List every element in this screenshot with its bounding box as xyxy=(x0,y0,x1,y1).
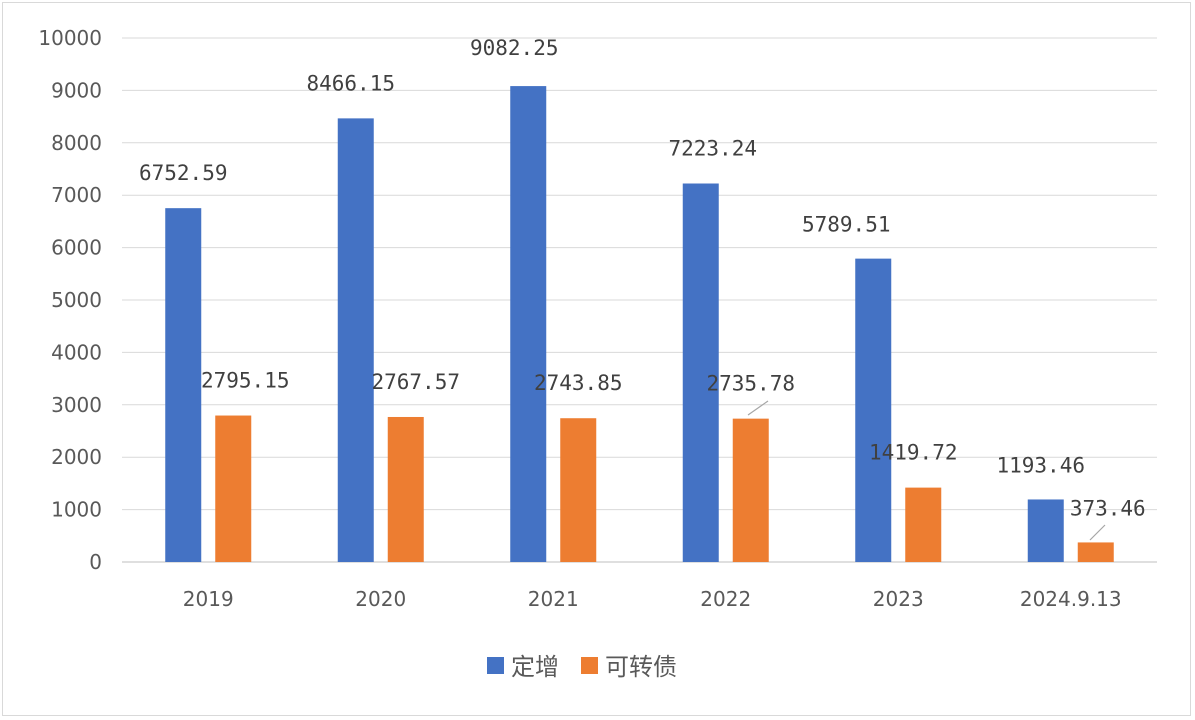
x-tick-label: 2023 xyxy=(873,587,924,611)
y-tick-label: 7000 xyxy=(51,183,102,207)
y-tick-label: 5000 xyxy=(51,288,102,312)
bar-dingzeng xyxy=(1027,499,1064,562)
bar-kezhuanzhai xyxy=(215,415,252,562)
data-label: 2743.85 xyxy=(534,371,623,395)
x-tick-label: 2021 xyxy=(528,587,579,611)
data-label: 1193.46 xyxy=(996,453,1085,477)
bar-dingzeng xyxy=(165,208,202,562)
data-label: 5789.51 xyxy=(802,213,891,237)
x-tick-label: 2019 xyxy=(183,587,234,611)
bar-kezhuanzhai xyxy=(732,418,769,562)
legend-label: 定增 xyxy=(511,653,559,681)
legend-swatch xyxy=(581,657,598,674)
y-tick-label: 4000 xyxy=(51,340,102,364)
x-tick-label: 2022 xyxy=(700,587,751,611)
y-tick-label: 6000 xyxy=(51,236,102,260)
bar-kezhuanzhai xyxy=(1077,542,1114,562)
data-label: 2795.15 xyxy=(201,369,290,393)
y-tick-label: 1000 xyxy=(51,498,102,522)
bar-dingzeng xyxy=(510,86,547,563)
y-tick-label: 3000 xyxy=(51,393,102,417)
data-label: 8466.15 xyxy=(306,71,395,95)
leader-line xyxy=(1089,524,1106,541)
bar-kezhuanzhai xyxy=(560,418,597,562)
data-label: 2767.57 xyxy=(371,370,460,394)
data-label: 2735.78 xyxy=(706,372,795,396)
bar-dingzeng xyxy=(337,118,374,562)
data-label: 9082.25 xyxy=(470,36,559,60)
x-tick-label: 2024.9.13 xyxy=(1020,587,1122,611)
legend-label: 可转债 xyxy=(605,653,677,681)
x-tick-label: 2020 xyxy=(355,587,406,611)
bar-kezhuanzhai xyxy=(905,487,942,562)
data-label: 7223.24 xyxy=(668,137,757,161)
y-tick-label: 10000 xyxy=(38,26,102,50)
y-tick-label: 8000 xyxy=(51,131,102,155)
data-label: 6752.59 xyxy=(139,161,228,185)
data-label: 1419.72 xyxy=(869,441,958,465)
y-tick-label: 9000 xyxy=(51,78,102,102)
bar-dingzeng xyxy=(682,183,719,562)
y-tick-label: 2000 xyxy=(51,445,102,469)
bar-dingzeng xyxy=(855,258,892,562)
data-label: 373.46 xyxy=(1070,496,1146,520)
bar-kezhuanzhai xyxy=(387,416,424,562)
legend-swatch xyxy=(487,657,504,674)
leader-line xyxy=(747,400,769,416)
y-tick-label: 0 xyxy=(89,550,102,574)
